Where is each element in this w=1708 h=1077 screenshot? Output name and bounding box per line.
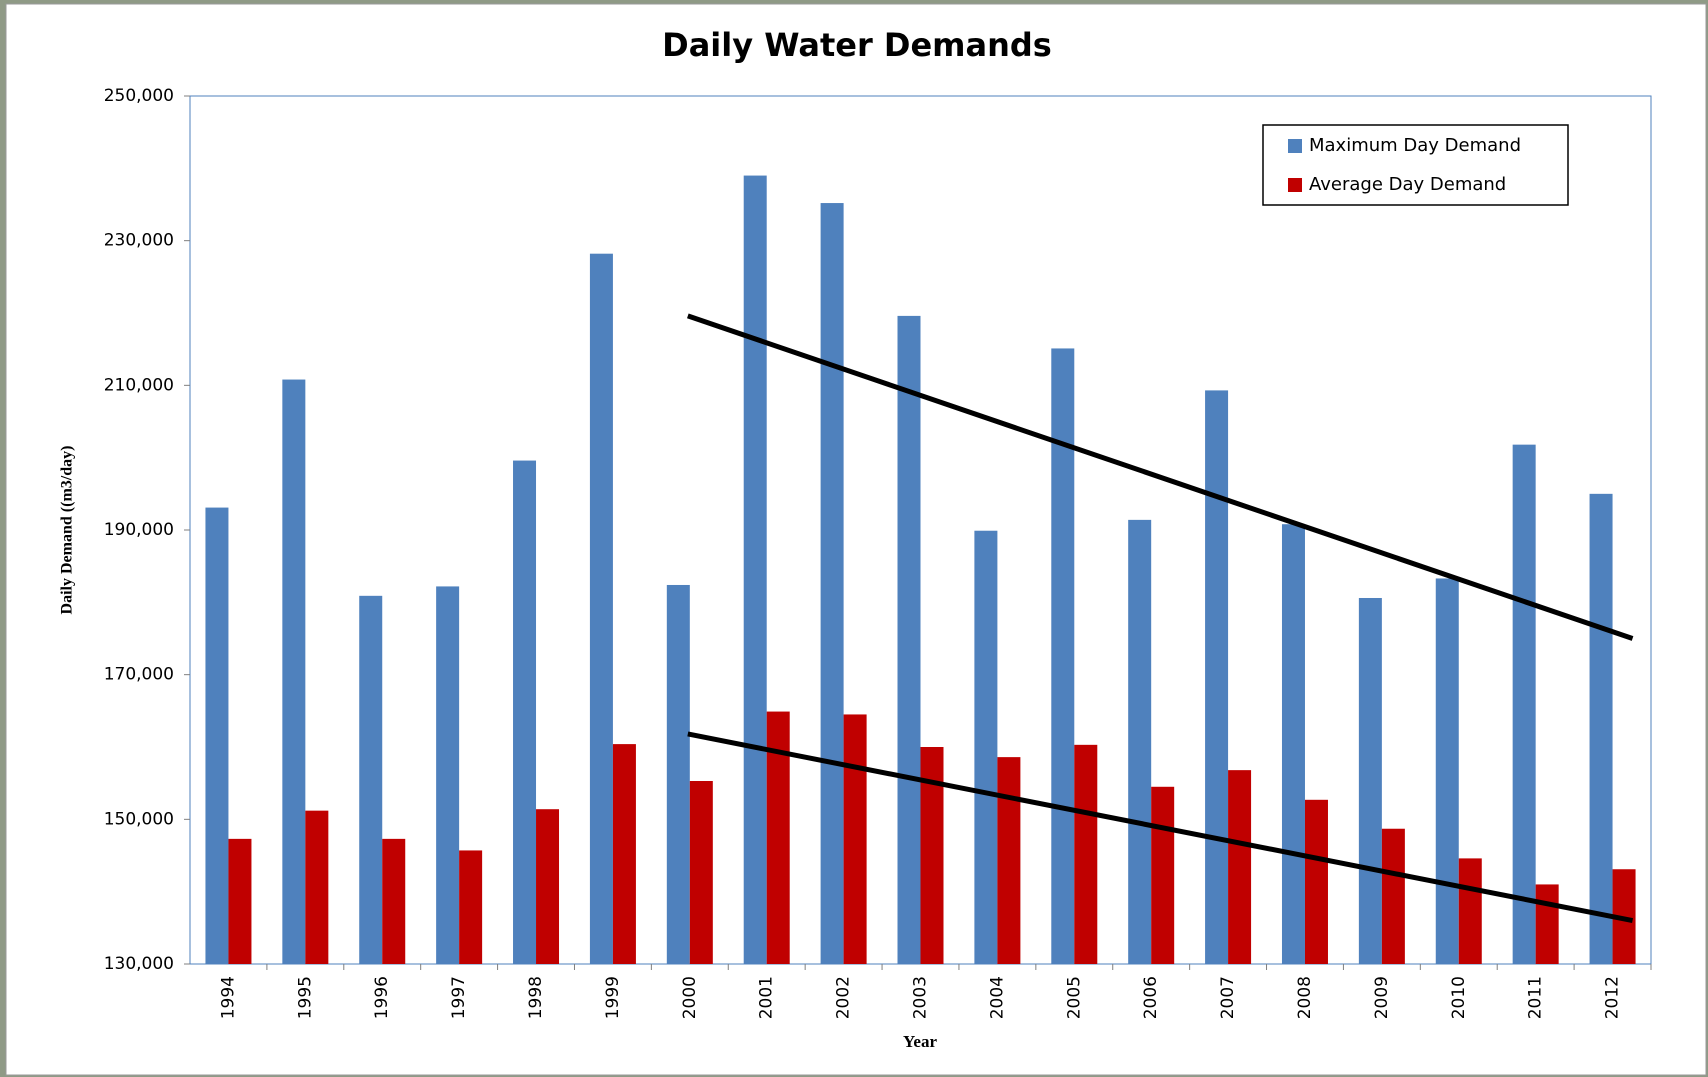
trend-line xyxy=(687,731,1634,924)
x-tick-label: 2005 xyxy=(1064,976,1084,1019)
bar xyxy=(228,838,252,964)
x-tick-label: 2010 xyxy=(1449,976,1469,1019)
y-tick-label: 170,000 xyxy=(104,665,174,685)
bar xyxy=(1512,444,1536,964)
bar xyxy=(820,203,844,964)
bar xyxy=(612,744,636,964)
bar xyxy=(1589,493,1613,964)
bar xyxy=(920,747,944,964)
x-tick-label: 1999 xyxy=(603,976,623,1019)
bar xyxy=(666,584,690,964)
bar xyxy=(1435,578,1459,964)
y-tick-label: 190,000 xyxy=(104,520,174,540)
x-tick-label: 1998 xyxy=(526,976,546,1019)
y-tick-label: 210,000 xyxy=(104,375,174,395)
bar xyxy=(974,530,998,964)
x-tick-label: 1996 xyxy=(372,976,392,1019)
x-tick-label: 2006 xyxy=(1141,976,1161,1019)
x-tick-label: 2003 xyxy=(911,976,931,1019)
bar xyxy=(436,586,460,964)
bar xyxy=(536,809,560,964)
trend-line xyxy=(687,313,1634,641)
x-axis-label: Year xyxy=(903,1032,937,1051)
y-tick-label: 150,000 xyxy=(104,809,174,829)
bar xyxy=(689,780,713,964)
bar xyxy=(1281,524,1305,964)
bar xyxy=(1205,390,1229,964)
legend-label: Average Day Demand xyxy=(1309,174,1506,195)
legend-swatch xyxy=(1288,139,1302,153)
x-tick-label: 2000 xyxy=(680,976,700,1019)
bar xyxy=(997,757,1021,964)
y-axis-label: Daily Demand ((m3/day) xyxy=(59,446,76,615)
bar xyxy=(897,315,921,965)
bar xyxy=(843,714,867,964)
bar xyxy=(382,838,406,964)
bar xyxy=(1458,858,1482,964)
bar xyxy=(513,460,537,964)
bar xyxy=(1304,799,1328,964)
chart-title: Daily Water Demands xyxy=(662,26,1052,64)
bar xyxy=(743,175,767,965)
legend-swatch xyxy=(1288,178,1302,192)
x-tick-label: 2007 xyxy=(1218,976,1238,1019)
legend-box xyxy=(1262,124,1569,206)
x-tick-label: 1997 xyxy=(449,976,469,1019)
bar xyxy=(205,507,229,964)
x-tick-label: 2011 xyxy=(1526,976,1546,1019)
bar xyxy=(1228,770,1252,964)
bar xyxy=(1535,884,1559,964)
x-tick-label: 1995 xyxy=(295,976,315,1019)
x-tick-label: 2008 xyxy=(1295,976,1315,1019)
x-tick-label: 2004 xyxy=(987,976,1007,1019)
bar xyxy=(282,379,306,965)
bar xyxy=(459,850,483,964)
x-tick-label: 2009 xyxy=(1372,976,1392,1019)
bar xyxy=(1381,828,1405,964)
bar xyxy=(305,810,329,964)
bar xyxy=(1358,597,1382,964)
x-tick-label: 2001 xyxy=(757,976,777,1019)
bar xyxy=(1151,786,1175,964)
bar xyxy=(359,595,383,964)
bar xyxy=(766,711,790,964)
x-tick-label: 2012 xyxy=(1603,976,1623,1019)
y-tick-label: 250,000 xyxy=(104,86,174,106)
x-tick-label: 1994 xyxy=(218,976,238,1019)
x-tick-label: 2002 xyxy=(834,976,854,1019)
legend-label: Maximum Day Demand xyxy=(1309,135,1521,156)
bar xyxy=(589,253,613,965)
y-tick-label: 130,000 xyxy=(104,954,174,974)
bar xyxy=(1128,519,1152,964)
y-tick-label: 230,000 xyxy=(104,231,174,251)
bar xyxy=(1074,744,1098,964)
